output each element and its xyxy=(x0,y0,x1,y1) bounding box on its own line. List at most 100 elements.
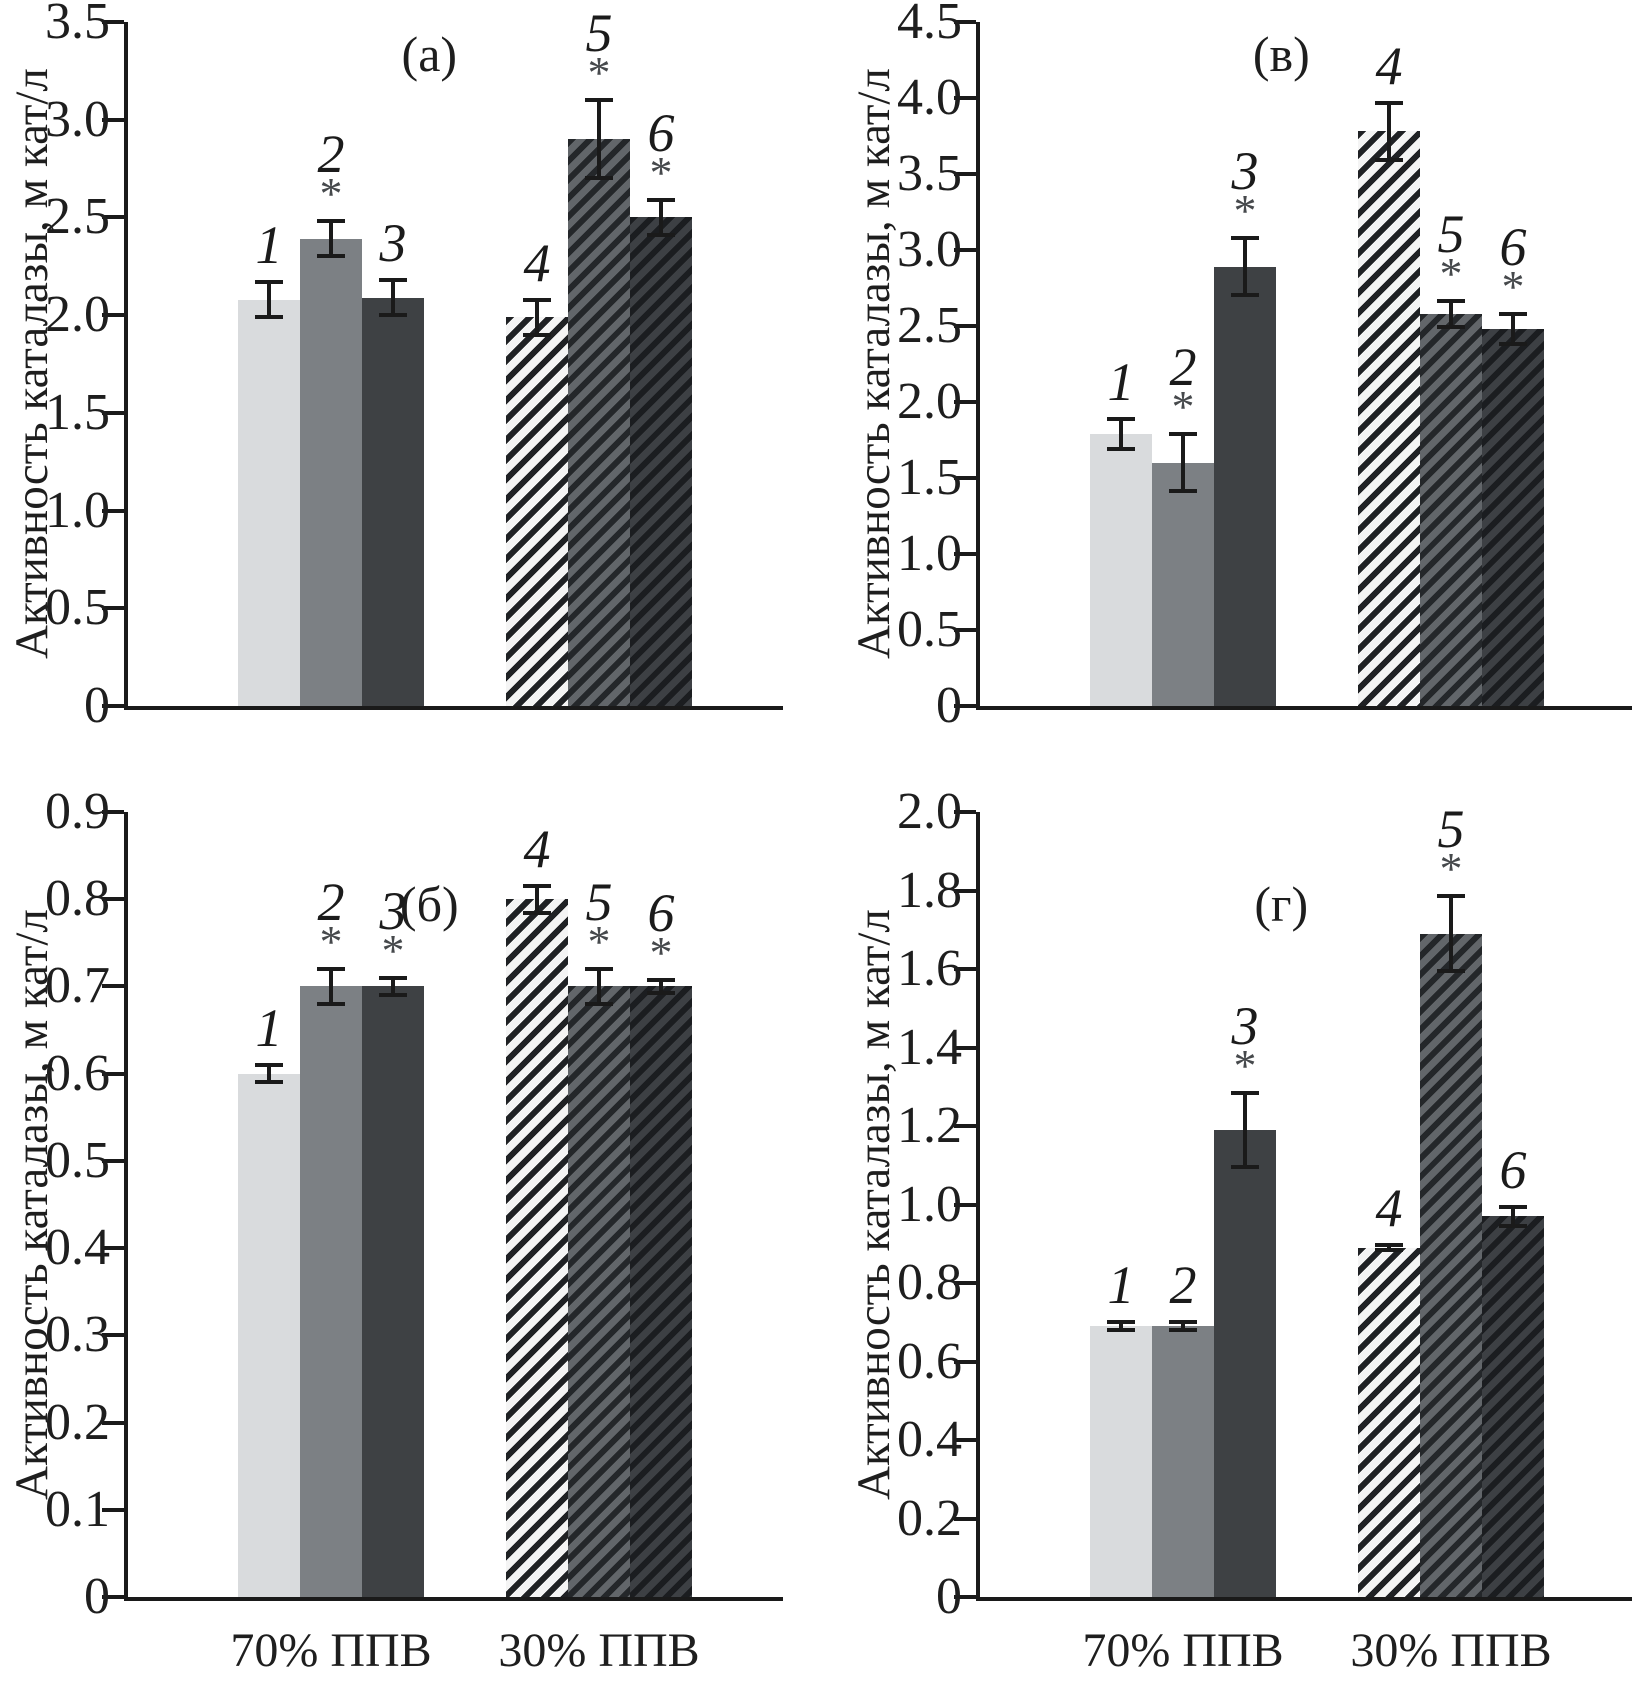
y-axis-tick-label: 1.6 xyxy=(897,940,962,997)
bar-number-label: 4 xyxy=(1319,39,1459,93)
error-bar-cap-bottom xyxy=(1169,1328,1197,1333)
error-bar xyxy=(1437,894,1465,973)
error-bar-cap-bottom xyxy=(1499,341,1527,346)
significance-asterisk: * xyxy=(587,47,611,99)
y-axis-tick-label: 2.5 xyxy=(45,188,110,246)
bar-number-label: 3 * xyxy=(1175,144,1315,237)
significance-asterisk: * xyxy=(1233,1039,1257,1091)
error-bar-line xyxy=(659,977,663,996)
bar-number: 6 xyxy=(647,882,675,943)
bar-2 xyxy=(1152,1326,1214,1597)
bar-4 xyxy=(1358,1247,1420,1597)
error-bar xyxy=(1169,432,1197,494)
bar-number: 1 xyxy=(255,214,283,275)
bar-number-label: 1 xyxy=(1051,1255,1191,1316)
y-axis-tick xyxy=(954,172,976,176)
bar-4 xyxy=(506,317,568,706)
y-axis-tick xyxy=(102,1158,124,1163)
bar-number-label: 1 xyxy=(1051,352,1191,413)
y-axis-tick xyxy=(954,1045,976,1050)
y-axis-tick xyxy=(954,552,976,556)
bar-number: 6 xyxy=(1499,217,1527,278)
bar-number: 5 xyxy=(1437,203,1465,264)
y-axis-tick xyxy=(102,1420,124,1425)
bar-number: 1 xyxy=(1107,352,1135,413)
bar-5 xyxy=(568,139,630,706)
bar-number: 1 xyxy=(255,998,283,1059)
x-axis-group-label: 70% ППВ xyxy=(230,1624,432,1677)
bar-3 xyxy=(362,297,424,706)
significance-asterisk: * xyxy=(1439,247,1463,299)
bar-5 xyxy=(1420,933,1482,1597)
bar-number: 5 xyxy=(1437,799,1465,860)
error-bar-line xyxy=(1449,298,1453,330)
y-axis-tick-label: 0.6 xyxy=(45,1044,110,1102)
panel-letter-a: (а) xyxy=(401,26,458,82)
bar-number-label: 2 * xyxy=(1113,340,1253,430)
bar-number: 1 xyxy=(1107,1255,1135,1316)
y-axis-tick-label: 1.0 xyxy=(897,1175,962,1233)
bar-5 xyxy=(1420,313,1482,706)
error-bar-cap-bottom xyxy=(1231,293,1259,298)
error-bar-line xyxy=(1181,1320,1185,1333)
error-bar-line xyxy=(391,278,395,318)
error-bar-line xyxy=(1181,432,1185,494)
error-bar-line xyxy=(1119,417,1123,451)
bar-number: 6 xyxy=(647,102,675,163)
error-bar xyxy=(1107,417,1135,451)
significance-asterisk: * xyxy=(649,926,673,978)
error-bar xyxy=(1231,1090,1259,1170)
bar-number-label: 1 xyxy=(199,214,339,275)
y-axis-tick xyxy=(102,508,124,513)
y-axis-tick-label: 0 xyxy=(84,1568,110,1625)
error-bar-line xyxy=(329,967,333,1006)
significance-asterisk: * xyxy=(319,916,343,968)
y-axis-tick-label: 1.8 xyxy=(897,861,962,919)
bar-number: 3 xyxy=(379,880,407,941)
y-axis-tick xyxy=(954,1438,976,1442)
y-axis-tick xyxy=(954,810,976,814)
error-bar-line xyxy=(267,279,271,320)
y-axis-tick-label: 1.4 xyxy=(897,1018,962,1076)
error-bar xyxy=(585,98,613,181)
error-bar-cap-bottom xyxy=(1499,1224,1527,1229)
bar-number: 3 xyxy=(1231,995,1259,1056)
error-bar-cap-bottom xyxy=(1107,446,1135,451)
bar-3 xyxy=(1214,1129,1276,1597)
bar-number: 6 xyxy=(1499,1139,1527,1200)
y-axis-tick xyxy=(954,704,976,708)
error-bar xyxy=(1499,312,1527,346)
significance-asterisk: * xyxy=(1233,185,1257,237)
significance-asterisk: * xyxy=(319,168,343,220)
bar-2 xyxy=(300,238,362,706)
y-axis-tick-label: 0.5 xyxy=(897,601,962,658)
bar-6 xyxy=(1482,329,1544,706)
error-bar-cap-bottom xyxy=(1169,489,1197,494)
error-bar xyxy=(1437,298,1465,330)
error-bar-cap-bottom xyxy=(1107,1328,1135,1333)
bar-number-label: 2 xyxy=(1113,1255,1253,1316)
bar-number: 4 xyxy=(1375,1177,1403,1238)
error-bar-cap-bottom xyxy=(1231,1165,1259,1170)
error-bar-cap-bottom xyxy=(1375,1248,1403,1253)
bar-number: 2 xyxy=(1169,1255,1197,1316)
bar-1 xyxy=(238,299,300,706)
bar-number-label: 6 * xyxy=(591,102,731,198)
error-bar xyxy=(255,279,283,320)
y-axis-tick-label: 0.7 xyxy=(45,957,110,1015)
y-axis-title: Активность каталазы, м кат/л xyxy=(6,909,58,1500)
y-axis-tick-label: 1.0 xyxy=(45,481,110,539)
error-bar-cap-bottom xyxy=(379,313,407,318)
y-axis-tick xyxy=(954,1124,976,1128)
bar-3 xyxy=(362,986,424,1597)
error-bar-cap-bottom xyxy=(647,991,675,996)
bar-number: 5 xyxy=(585,872,613,933)
significance-asterisk: * xyxy=(649,146,673,198)
panel-a: Активность каталазы, м кат/л (а) 0 0.5 1.0… xyxy=(0,0,816,780)
y-axis-tick-label: 2.5 xyxy=(897,297,962,354)
bar-4 xyxy=(1358,131,1420,706)
y-axis-tick xyxy=(954,628,976,632)
bar-6 xyxy=(630,217,692,706)
error-bar xyxy=(647,197,675,237)
y-axis-tick-label: 3.0 xyxy=(897,221,962,278)
